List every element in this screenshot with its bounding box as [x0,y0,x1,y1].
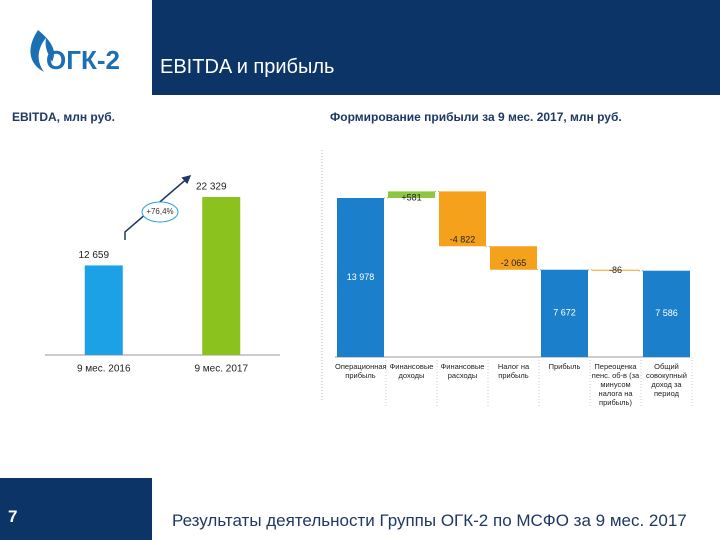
chart-title: EBITDA, млн руб. [12,110,116,124]
x-tick-label: 9 мес. 2017 [194,364,248,375]
header-band [152,0,720,95]
logo-box [0,0,152,95]
x-tick-label: Переоценка пенс. об-в (за минусом налога… [591,362,640,407]
footer-text: Результаты деятельности Группы ОГК-2 по … [172,511,687,530]
chart-title: Формирование прибыли за 9 мес. 2017, млн… [330,110,622,124]
x-tick-label: Финансовые доходы [389,362,434,380]
value-label: 13 978 [347,272,375,282]
value-label: +581 [401,192,421,202]
value-label: -4 822 [450,235,476,245]
slide-title: EBITDA и прибыль [160,56,335,78]
value-label: -2 065 [501,258,527,268]
value-label: 7 586 [655,308,678,318]
bar [541,269,588,357]
growth-arrow [124,175,192,240]
value-label: -86 [609,265,622,275]
x-tick-label: 9 мес. 2016 [77,364,131,375]
bar [84,265,123,355]
footer-box [0,478,152,540]
page-number: 7 [8,507,18,526]
bar [337,198,384,357]
value-label: 12 659 [78,250,109,261]
x-tick-label: Финансовые расходы [440,362,485,380]
x-tick-label: Операционная прибыль [335,362,387,380]
x-tick-label: Налог на прибыль [497,362,530,380]
logo-flame [30,30,55,72]
bar [388,191,435,198]
x-tick-label: Общий совокупный доход за период [646,362,687,398]
x-tick-label: Прибыль [548,362,581,371]
bar [490,246,537,270]
bar [592,269,639,271]
bar [643,270,690,357]
annotation: +76,4% [146,207,173,216]
growth-badge [141,201,179,223]
logo-text: ОГК-2 [46,45,120,75]
bar [439,191,486,247]
value-label: 22 329 [196,182,227,193]
bar [202,197,241,355]
value-label: 7 672 [553,308,576,318]
